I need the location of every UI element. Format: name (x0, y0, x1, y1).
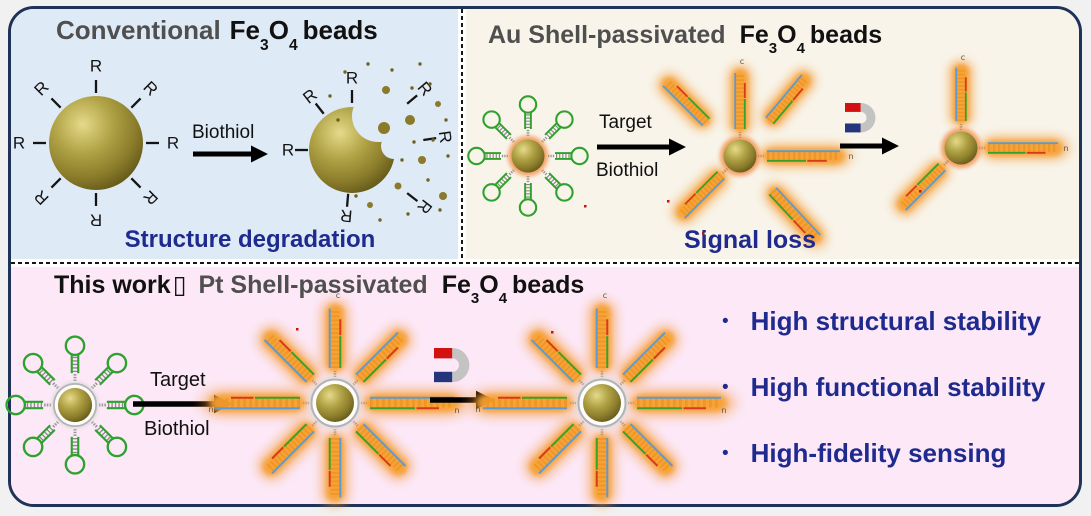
fe3o4-formula: Fe3O4beads (229, 15, 378, 54)
caption-structure-degradation: Structure degradation (124, 226, 376, 253)
arrow-label-target: Target (150, 369, 206, 391)
bullet-dot: • (722, 310, 729, 332)
pt-signal-bead-1 (203, 291, 468, 507)
bullet-text: High structural stability (750, 306, 1042, 336)
bullet-dot: • (722, 442, 729, 464)
pt-hairpin-bead (7, 337, 144, 474)
conventional-bead: R R R R R R R R (13, 57, 179, 230)
figure-frame (8, 6, 1082, 507)
bullet-item: • High-fidelity sensing (722, 438, 1006, 469)
vertical-dashed-divider (458, 9, 466, 259)
magnet-icon-au (845, 103, 876, 133)
attached-strand (977, 135, 1069, 161)
pt-signal-bead-2 (470, 291, 735, 507)
bullet-text: High-fidelity sensing (750, 438, 1007, 468)
bullet-item: • High structural stability (722, 306, 1041, 337)
au-released-bead: c n (651, 57, 854, 255)
svg-text:R: R (139, 186, 161, 208)
horizontal-dashed-divider (11, 259, 1079, 267)
stray-specks (296, 328, 554, 334)
panel-au-shell (466, 9, 1079, 259)
panel-title-pt: This work▯ Pt Shell-passivated Fe3O4 beads (54, 270, 585, 308)
attached-strand (756, 143, 852, 169)
svg-text:R: R (282, 141, 294, 160)
attached-strand (666, 160, 737, 231)
svg-text:R: R (90, 57, 102, 76)
caption-signal-loss: Signal loss (684, 226, 816, 254)
bullet-dot: • (722, 376, 729, 398)
svg-text:R: R (346, 69, 358, 88)
svg-text:n: n (1063, 144, 1068, 153)
title-this-work: This work (54, 271, 171, 299)
svg-text:R: R (30, 77, 52, 99)
floating-strand (651, 67, 720, 136)
attached-strand (727, 64, 753, 140)
svg-text:n: n (848, 152, 853, 161)
title-prefix: Pt Shell-passivated (198, 271, 428, 299)
bullet-item: • High functional stability (722, 372, 1045, 403)
bullet-text: High functional stability (750, 372, 1046, 402)
arrow-label-biothiol: Biothiol (596, 160, 659, 181)
au-hairpin-bead (468, 96, 587, 215)
svg-text:R: R (435, 130, 456, 145)
stray-specks (584, 190, 922, 235)
degradation-fragments (328, 62, 450, 222)
title-prefix: Conventional (56, 15, 221, 45)
arrow-label-target: Target (599, 112, 652, 133)
svg-text:R: R (139, 77, 161, 99)
svg-text:R: R (90, 211, 102, 230)
title-prefix: Au Shell-passivated (488, 21, 726, 49)
svg-text:R: R (339, 206, 353, 226)
arrow-label-biothiol: Biothiol (144, 418, 210, 440)
svg-text:c: c (740, 57, 744, 66)
au-captured-bead: c n (887, 53, 1069, 222)
svg-text:R: R (30, 186, 52, 208)
box-glyph: ▯ (172, 271, 187, 299)
attached-strand (948, 59, 974, 132)
svg-text:c: c (961, 53, 965, 62)
floating-strand (755, 63, 821, 135)
svg-text:R: R (13, 134, 25, 153)
degraded-bead: R R R R R R R (282, 69, 455, 226)
magnet-icon-pt (434, 348, 470, 383)
svg-text:R: R (167, 134, 179, 153)
panel-title-au: Au Shell-passivated Fe3O4 beads (488, 21, 883, 58)
arrow-label-biothiol: Biothiol (192, 122, 255, 143)
attached-strand (887, 152, 958, 223)
panel-title-conventional: Conventional Fe3O4beads (56, 15, 378, 54)
